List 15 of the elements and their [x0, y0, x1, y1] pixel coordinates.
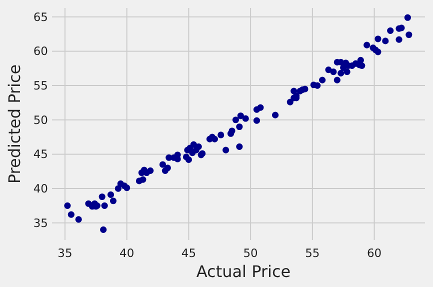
x-axis-title: Actual Price [196, 262, 291, 281]
y-tick-label: 35 [33, 216, 48, 230]
x-tick-label: 45 [181, 246, 196, 260]
x-tick-label: 40 [120, 246, 134, 260]
y-tick-label: 60 [33, 44, 48, 58]
y-tick-label: 45 [33, 147, 48, 162]
x-tick-label: 35 [58, 246, 72, 260]
y-tick-label: 40 [33, 182, 48, 196]
x-tick-label: 50 [243, 246, 258, 260]
x-tick-label: 55 [305, 246, 320, 260]
y-axis-title: Predicted Price [5, 64, 24, 184]
y-tick-label: 55 [33, 78, 48, 93]
x-tick-label: 60 [366, 246, 382, 260]
y-tick-label: 65 [33, 10, 48, 24]
y-tick-label: 50 [33, 112, 48, 127]
